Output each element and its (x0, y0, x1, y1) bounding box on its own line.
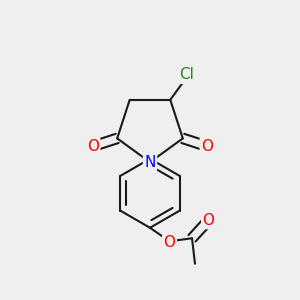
Text: O: O (87, 139, 99, 154)
Text: Cl: Cl (179, 68, 194, 82)
Text: O: O (164, 235, 175, 250)
Text: N: N (144, 155, 156, 170)
Text: O: O (201, 139, 213, 154)
Text: O: O (202, 213, 214, 228)
